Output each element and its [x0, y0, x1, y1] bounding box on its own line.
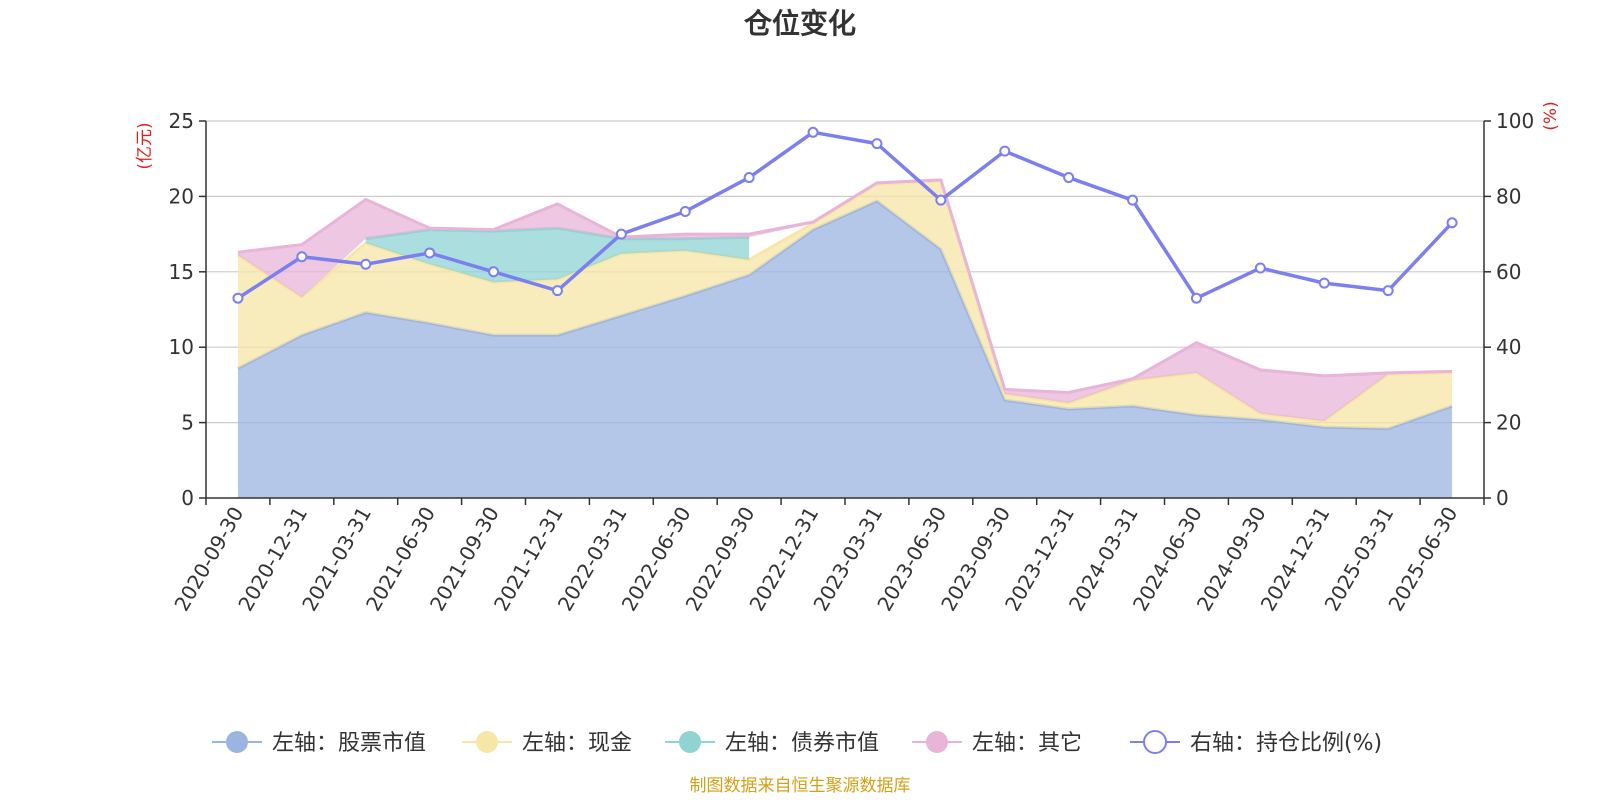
left-axis-unit: (亿元)	[135, 122, 155, 169]
area-左轴：现金	[237, 181, 1453, 429]
ratio-point	[1127, 194, 1139, 206]
ratio-point	[935, 194, 947, 206]
legend-item[interactable]: 左轴：债券市值	[665, 731, 879, 756]
ratio-point	[424, 247, 436, 259]
area-edge-左轴：其它	[237, 178, 1453, 394]
data-source-note: 制图数据来自恒生聚源数据库	[690, 776, 911, 796]
legend-swatch-marker	[476, 731, 498, 753]
ratio-point	[999, 145, 1011, 157]
ratio-point	[488, 266, 500, 278]
ratio-line	[236, 130, 1454, 300]
ratio-point	[1318, 277, 1330, 289]
legend-swatch-marker	[679, 731, 701, 753]
ratio-point	[807, 126, 819, 138]
ratio-point	[360, 258, 372, 270]
legend-label: 左轴：股票市值	[272, 731, 426, 756]
right-axis-tick-label: 20	[1496, 411, 1521, 435]
left-axis-tick-label: 20	[169, 184, 194, 208]
right-axis-tick-label: 0	[1496, 486, 1509, 510]
ratio-point	[232, 292, 244, 304]
legend-swatch-marker	[1143, 730, 1167, 754]
legend-item[interactable]: 左轴：其它	[912, 731, 1082, 756]
left-axis-tick-label: 0	[181, 486, 194, 510]
ratio-point	[1382, 285, 1394, 297]
right-axis-tick-label: 60	[1496, 260, 1521, 284]
legend-label: 左轴：其它	[972, 731, 1082, 756]
legend-item[interactable]: 左轴：现金	[462, 731, 632, 756]
ratio-point	[1063, 172, 1075, 184]
legend-item[interactable]: 右轴：持仓比例(%)	[1130, 730, 1382, 756]
left-axis-tick-label: 5	[181, 411, 194, 435]
ratio-point	[1190, 292, 1202, 304]
ratio-point	[1446, 217, 1458, 229]
right-axis-tick-label: 40	[1496, 335, 1521, 359]
legend-swatch-marker	[226, 731, 248, 753]
stacked-areas	[237, 178, 1453, 498]
ratio-point	[679, 205, 691, 217]
legend-label: 左轴：现金	[522, 731, 632, 756]
legend[interactable]: 左轴：股票市值 左轴：现金 左轴：债券市值 左轴：其它 右轴：持仓比例(%)	[212, 730, 1382, 756]
left-axis-tick-label: 10	[169, 335, 194, 359]
chart-title: 仓位变化	[744, 7, 856, 40]
right-axis-unit: (%)	[1541, 101, 1561, 130]
legend-item[interactable]: 左轴：股票市值	[212, 731, 426, 756]
right-axis-tick-label: 100	[1496, 109, 1534, 133]
legend-label: 右轴：持仓比例(%)	[1190, 731, 1382, 756]
left-axis-tick-label: 25	[169, 109, 194, 133]
legend-swatch-marker	[926, 731, 948, 753]
ratio-point	[871, 138, 883, 150]
left-axis-tick-label: 15	[169, 260, 194, 284]
area-左轴：股票市值	[237, 200, 1453, 498]
position-ratio-line	[232, 126, 1458, 304]
ratio-point	[296, 251, 308, 263]
ratio-point	[615, 228, 627, 240]
ratio-point	[743, 172, 755, 184]
legend-label: 左轴：债券市值	[725, 731, 879, 756]
ratio-point	[1254, 262, 1266, 274]
ratio-point	[551, 285, 563, 297]
right-axis-tick-label: 80	[1496, 184, 1521, 208]
area-左轴：债券市值	[365, 228, 750, 283]
